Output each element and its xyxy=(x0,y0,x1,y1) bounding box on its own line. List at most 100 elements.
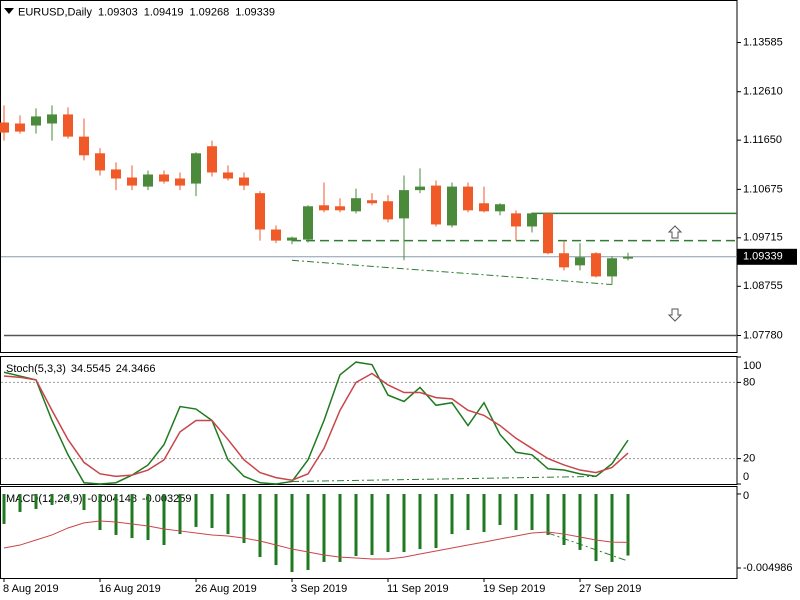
current-price-label: 1.09339 xyxy=(743,251,783,263)
y-tick-label: 20 xyxy=(743,453,755,465)
candle-body xyxy=(591,253,601,277)
candle-body xyxy=(159,174,169,182)
trend-line xyxy=(547,532,629,562)
trend-line xyxy=(291,475,597,482)
header-value: 34.5545 xyxy=(71,363,111,375)
histogram-bar xyxy=(274,493,278,566)
histogram-bar xyxy=(578,493,582,550)
macd-panel-frame xyxy=(0,486,738,579)
histogram-bar xyxy=(306,493,310,570)
candle-body xyxy=(511,213,521,227)
header-value: -0.004148 xyxy=(87,493,137,505)
candle-body xyxy=(143,174,153,187)
candle-body xyxy=(47,114,57,124)
histogram-bar xyxy=(146,493,150,540)
candle-body xyxy=(15,123,25,132)
candle-body xyxy=(527,213,537,227)
histogram-bar xyxy=(450,493,454,535)
histogram-bar xyxy=(514,493,518,531)
candle-body xyxy=(207,146,217,173)
y-tick-label: 1.08755 xyxy=(743,280,783,292)
candle-body xyxy=(495,204,505,212)
candle-body xyxy=(399,190,409,219)
x-tick-label: 11 Sep 2019 xyxy=(387,583,449,595)
candle-body xyxy=(383,201,393,220)
histogram-bar xyxy=(562,493,566,546)
candle-body xyxy=(111,169,121,179)
y-tick-label: 1.12610 xyxy=(743,86,783,98)
y-tick-label: 1.10675 xyxy=(743,183,783,195)
histogram-bar xyxy=(386,493,390,553)
x-tick-label: 26 Aug 2019 xyxy=(195,583,257,595)
candle-body xyxy=(431,185,441,225)
stoch-panel-frame xyxy=(0,356,738,485)
histogram-bar xyxy=(98,493,102,531)
candle-body xyxy=(447,186,457,226)
y-tick-label: -0.004986 xyxy=(743,562,793,574)
header-title: MACD(12,26,9) xyxy=(6,493,82,505)
histogram-bar xyxy=(2,493,6,524)
main-panel-frame xyxy=(0,0,738,353)
header-title: Stoch(5,3,3) xyxy=(6,363,66,375)
header-value: 1.09303 xyxy=(98,6,138,18)
menu-triangle[interactable] xyxy=(4,8,14,14)
x-tick-label: 27 Sep 2019 xyxy=(579,583,641,595)
histogram-bar xyxy=(530,493,534,531)
candle-body xyxy=(175,178,185,186)
indicator-header: EURUSD,Daily 1.09303 1.09419 1.09268 1.09339 xyxy=(18,6,275,18)
histogram-bar xyxy=(162,493,166,546)
histogram-bar xyxy=(466,493,470,531)
y-tick-label: 1.11650 xyxy=(743,134,782,146)
candle-body xyxy=(95,153,105,171)
candle-body xyxy=(463,186,473,211)
down-arrow-icon xyxy=(667,308,683,322)
indicator-line xyxy=(3,372,629,481)
histogram-bar xyxy=(370,493,374,555)
histogram-bar xyxy=(178,493,182,535)
histogram-bar xyxy=(210,493,214,528)
histogram-bar xyxy=(18,493,22,512)
histogram-bar xyxy=(402,493,406,553)
candle-body xyxy=(191,153,201,184)
y-tick-label: 100 xyxy=(743,360,761,372)
candle-body xyxy=(335,206,345,211)
trend-line xyxy=(291,259,613,286)
candle-body xyxy=(255,193,265,230)
candle-body xyxy=(607,258,617,277)
candle-body xyxy=(623,256,633,259)
x-tick-label: 19 Sep 2019 xyxy=(483,583,545,595)
histogram-bar xyxy=(50,493,54,505)
signal-line xyxy=(3,520,629,560)
y-tick-label: 0 xyxy=(743,471,749,483)
histogram-bar xyxy=(322,493,326,562)
header-value: 1.09268 xyxy=(190,6,230,18)
candle-body xyxy=(479,203,489,212)
y-tick-label: 1.09715 xyxy=(743,232,783,244)
x-tick-label: 8 Aug 2019 xyxy=(3,583,59,595)
histogram-bar xyxy=(626,493,630,556)
histogram-bar xyxy=(418,493,422,550)
histogram-bar xyxy=(498,493,502,526)
candle-body xyxy=(303,206,313,240)
histogram-bar xyxy=(242,493,246,543)
candle-body xyxy=(271,229,281,241)
candle-body xyxy=(367,200,377,204)
histogram-bar xyxy=(338,493,342,562)
header-value: 1.09339 xyxy=(235,6,275,18)
histogram-bar xyxy=(594,493,598,562)
histogram-bar xyxy=(434,493,438,549)
candle-body xyxy=(543,213,553,254)
histogram-bar xyxy=(290,493,294,573)
candle-body xyxy=(351,198,361,212)
candle-body xyxy=(287,237,297,241)
x-tick-label: 16 Aug 2019 xyxy=(99,583,161,595)
x-tick-label: 3 Sep 2019 xyxy=(291,583,347,595)
candle-body xyxy=(0,122,9,133)
histogram-bar xyxy=(482,493,486,532)
y-tick-label: 1.07780 xyxy=(743,329,783,341)
histogram-bar xyxy=(66,493,70,500)
histogram-bar xyxy=(82,493,86,511)
y-tick-label: 80 xyxy=(743,376,755,388)
